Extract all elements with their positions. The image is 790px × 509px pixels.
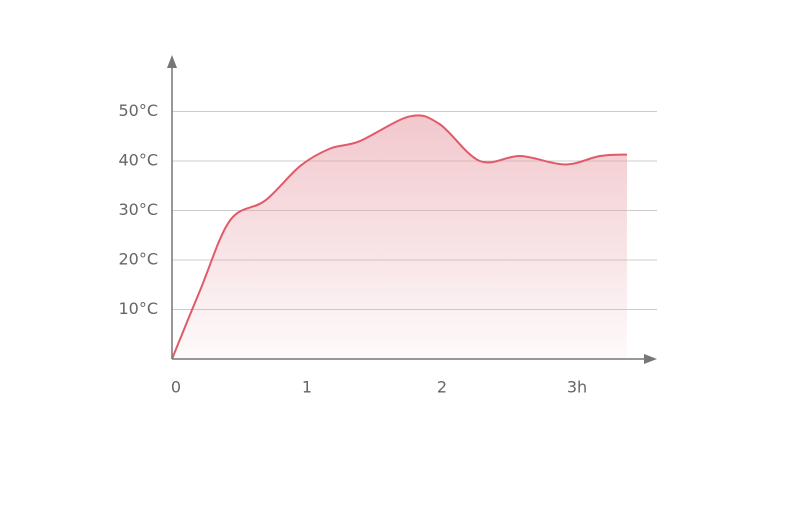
y-tick-label: 10°C: [118, 299, 158, 318]
x-tick-label: 2: [437, 378, 447, 397]
x-tick-label: 0: [171, 378, 181, 397]
x-tick-label: 1: [302, 378, 312, 397]
y-tick-label: 30°C: [118, 200, 158, 219]
y-tick-label: 20°C: [118, 250, 158, 269]
area-line: [171, 114, 628, 360]
y-tick-label: 40°C: [118, 151, 158, 170]
y-axis-arrow: [167, 55, 177, 68]
area-fill: [172, 115, 627, 359]
y-tick-label: 50°C: [118, 101, 158, 120]
x-axis-arrow: [644, 354, 657, 364]
x-tick-label: 3h: [567, 378, 587, 397]
